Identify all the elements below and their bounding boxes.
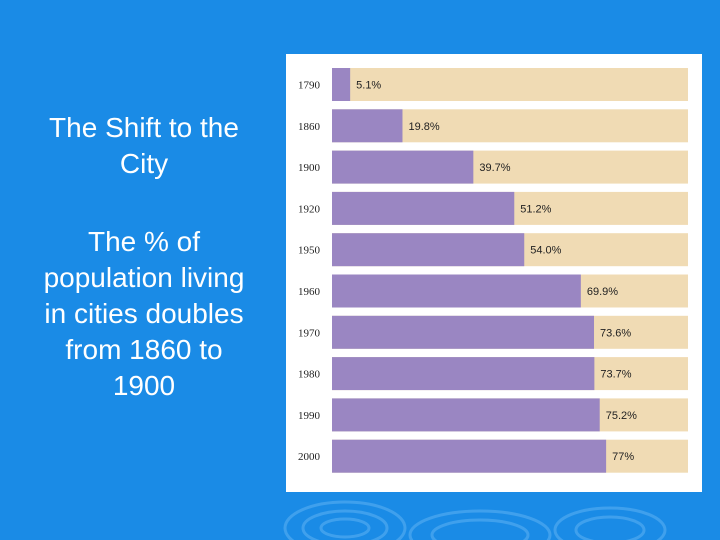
- value-label-1950: 54.0%: [530, 245, 561, 257]
- value-label-1960: 69.9%: [587, 286, 618, 298]
- year-label-1790: 1790: [298, 80, 321, 92]
- slide-body-text: The % of population living in cities dou…: [43, 226, 245, 401]
- year-label-1920: 1920: [298, 203, 321, 215]
- value-label-1790: 5.1%: [356, 80, 381, 92]
- bar-track: [332, 68, 688, 101]
- urban-population-bar-chart: 1790 5.1% 1860 19.8% 1900 39.7% 1920 51.2% 1950 5…: [298, 68, 688, 473]
- year-label-1860: 1860: [298, 121, 321, 133]
- bar-1950: [332, 233, 525, 267]
- bar-1990: [332, 398, 600, 432]
- value-label-1970: 73.6%: [600, 327, 631, 339]
- value-label-1860: 19.8%: [408, 121, 439, 133]
- bar-1860: [332, 109, 403, 143]
- slide-title: The Shift to the City: [49, 112, 239, 179]
- value-label-1900: 39.7%: [479, 162, 510, 174]
- bar-1980: [332, 357, 595, 391]
- value-label-1990: 75.2%: [606, 410, 637, 422]
- slide-text-block: The Shift to the City The % of populatio…: [40, 110, 248, 404]
- bar-1900: [332, 150, 474, 184]
- year-label-1990: 1990: [298, 410, 321, 422]
- year-label-1900: 1900: [298, 162, 321, 174]
- year-label-1970: 1970: [298, 327, 321, 339]
- year-label-1960: 1960: [298, 286, 321, 298]
- bar-1960: [332, 274, 581, 308]
- year-label-2000: 2000: [298, 451, 321, 463]
- bar-1920: [332, 191, 515, 225]
- value-label-2000: 77%: [612, 451, 634, 463]
- chart-panel: 1790 5.1% 1860 19.8% 1900 39.7% 1920 51.2% 1950 5…: [286, 54, 702, 492]
- value-label-1920: 51.2%: [520, 203, 551, 215]
- value-label-1980: 73.7%: [600, 369, 631, 381]
- bar-2000: [332, 439, 607, 473]
- year-label-1980: 1980: [298, 369, 321, 381]
- bar-1790: [332, 68, 351, 101]
- bar-1970: [332, 315, 595, 349]
- year-label-1950: 1950: [298, 245, 321, 257]
